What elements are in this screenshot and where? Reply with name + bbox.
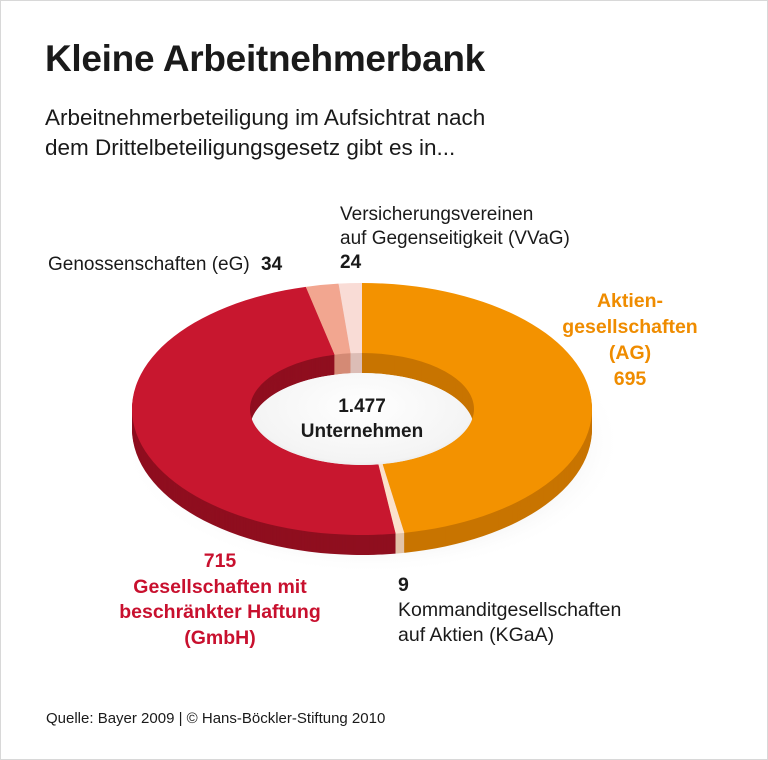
- value-gmbh: 715: [203, 550, 237, 572]
- label-eg: Genossenschaften (eG) 34: [48, 253, 282, 277]
- subtitle-line-2: dem Drittelbeteiligungsgesetz gibt es in…: [45, 135, 456, 160]
- label-vvag: Versicherungsvereinen auf Gegenseitigkei…: [340, 203, 570, 273]
- label-gmbh-line: Gesellschaften mit: [133, 575, 307, 598]
- label-ag-line: Aktien-: [596, 290, 664, 312]
- slice-vvag: [338, 283, 362, 354]
- label-ag: Aktien- gesellschaften (AG) 695: [560, 288, 700, 392]
- slice-eg: [305, 283, 351, 355]
- value-eg: 34: [261, 254, 283, 275]
- label-kgaa-line: Kommanditgesellschaften: [398, 599, 622, 621]
- label-ag-line: (AG): [608, 342, 652, 364]
- label-ag-line: gesellschaften: [562, 316, 698, 338]
- label-eg-text: Genossenschaften (eG): [48, 254, 250, 275]
- slice-gmbh: [131, 286, 396, 535]
- label-gmbh-line: beschränkter Haftung: [119, 601, 321, 623]
- slice-ag: [362, 283, 593, 533]
- label-vvag-line: auf Gegenseitigkeit (VVaG): [340, 228, 570, 249]
- donut-hole-floor: [250, 373, 474, 465]
- center-label: 1.477 Unternehmen: [262, 394, 462, 444]
- slice-kgaa: [378, 464, 405, 534]
- label-gmbh-line: (GmbH): [184, 626, 256, 649]
- label-kgaa: 9 Kommanditgesellschaften auf Aktien (KG…: [398, 573, 621, 648]
- label-kgaa-line: auf Aktien (KGaA): [398, 624, 555, 646]
- value-vvag: 24: [340, 252, 362, 273]
- chart-subtitle: Arbeitnehmerbeteiligung im Aufsichtrat n…: [45, 103, 485, 163]
- chart-title: Kleine Arbeitnehmerbank: [45, 38, 485, 79]
- label-vvag-line: Versicherungsvereinen: [340, 204, 534, 225]
- subtitle-line-1: Arbeitnehmerbeteiligung im Aufsichtrat n…: [45, 105, 486, 130]
- value-kgaa: 9: [398, 574, 409, 596]
- center-caption: Unternehmen: [300, 421, 424, 442]
- label-gmbh: 715 Gesellschaften mit beschränkter Haft…: [100, 549, 340, 651]
- center-value: 1.477: [338, 396, 386, 417]
- value-ag: 695: [613, 368, 647, 390]
- source-note: Quelle: Bayer 2009 | © Hans-Böckler-Stif…: [46, 710, 386, 727]
